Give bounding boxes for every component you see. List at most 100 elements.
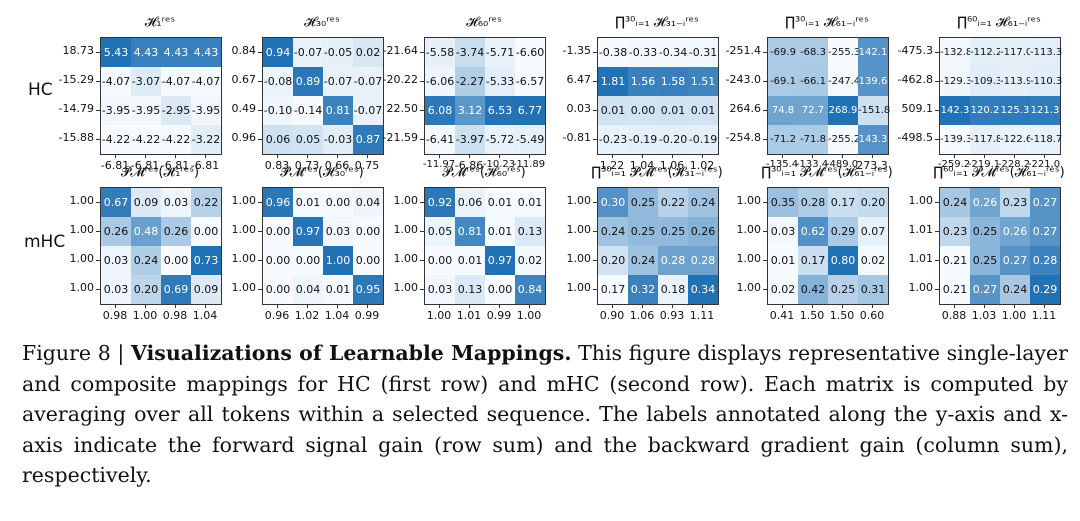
matrix-cell: 0.23 [940, 217, 970, 246]
matrix-cell: 0.25 [658, 217, 688, 246]
y-tick [763, 109, 767, 111]
y-tick [96, 288, 100, 290]
matrix-cell: 268.9 [828, 96, 858, 125]
x-tick [984, 154, 985, 158]
matrix-cell: -71.8 [798, 125, 828, 154]
y-tick [420, 201, 424, 203]
col-sum-label: 1.02 [689, 159, 715, 172]
y-tick [593, 201, 597, 203]
matrix-cell: 5.43 [101, 38, 131, 67]
matrix-cell: 0.01 [688, 96, 718, 125]
y-tick [420, 51, 424, 53]
matrix: 0.30 0.25 0.22 0.24 0.24 0.25 0.25 0.26 0.20 0.24… [597, 187, 719, 305]
matrix-cell: 0.21 [940, 246, 970, 275]
x-tick [642, 154, 643, 158]
row-sum-label: 1.00 [566, 281, 592, 294]
y-tick [258, 230, 262, 232]
matrix-cell: 0.73 [191, 246, 221, 275]
y-tick [420, 259, 424, 261]
row-sum-label: -243.0 [725, 73, 761, 86]
matrix-cell: 1.00 [323, 246, 353, 275]
matrix-cell: 0.23 [1000, 188, 1030, 217]
matrix-cell: 0.95 [353, 275, 383, 304]
matrix-cell: -71.2 [768, 125, 798, 154]
row-sum-label: -475.3 [897, 44, 933, 57]
matrix-cell: -112.2 [970, 38, 1002, 67]
col-sum-label: 1.06 [629, 309, 655, 322]
panel-title: 𝓗₃₀ʳᵉˢ [304, 15, 340, 30]
caption-title: Visualizations of Learnable Mappings. [130, 341, 572, 365]
panel-title: ∏⁶⁰ᵢ₌₁ 𝓟𝓜ʳᵉˢ(𝓗₆₁₋ᵢʳᵉˢ) [933, 165, 1065, 180]
y-tick [420, 288, 424, 290]
x-tick [499, 304, 500, 308]
matrix-cell: -2.95 [161, 96, 191, 125]
x-tick [205, 304, 206, 308]
row-sum-label: -254.8 [725, 131, 761, 144]
x-tick [702, 304, 703, 308]
matrix-cell: 0.29 [1030, 275, 1060, 304]
x-tick [175, 304, 176, 308]
matrix-cell: 4.43 [131, 38, 161, 67]
matrix-cell: -5.33 [485, 67, 515, 96]
matrix-cell: 125.3 [1000, 96, 1030, 125]
matrix-cell: -3.07 [131, 67, 161, 96]
matrix-cell: 6.08 [425, 96, 455, 125]
col-sum-label: 1.22 [599, 159, 625, 172]
matrix-cell: 0.02 [768, 275, 798, 304]
matrix-cell: 0.22 [191, 188, 221, 217]
x-tick [872, 154, 873, 158]
y-tick [763, 138, 767, 140]
row-sum-label: 1.00 [393, 252, 419, 265]
matrix-cell: -110.3 [1030, 67, 1062, 96]
matrix-cell: -113.3 [1030, 38, 1062, 67]
row-sum-label: -15.88 [58, 131, 94, 144]
y-tick [593, 288, 597, 290]
matrix-cell: 0.20 [858, 188, 888, 217]
matrix-cell: 0.26 [101, 217, 131, 246]
matrix-cell: -0.03 [323, 125, 353, 154]
matrix-cell: 0.00 [191, 217, 221, 246]
y-tick [763, 80, 767, 82]
y-tick [420, 138, 424, 140]
matrix-cell: -3.97 [455, 125, 485, 154]
matrix-cell: -68.3 [798, 38, 828, 67]
matrix-cell: 0.00 [353, 246, 383, 275]
row-sum-label: 1.00 [393, 281, 419, 294]
col-sum-label: 1.00 [516, 309, 542, 322]
matrix-cell: 6.53 [485, 96, 515, 125]
matrix-cell: 0.17 [828, 188, 858, 217]
matrix-cell: 0.25 [628, 188, 658, 217]
col-sum-label: 0.88 [941, 309, 967, 322]
matrix-cell: -0.19 [688, 125, 718, 154]
matrix-cell: -0.38 [598, 38, 628, 67]
matrix-cell: 0.01 [768, 246, 798, 275]
col-sum-label: 1.04 [324, 309, 350, 322]
y-tick [96, 230, 100, 232]
row-sum-label: -15.29 [58, 73, 94, 86]
col-sum-label: 1.04 [192, 309, 218, 322]
matrix-cell: 0.00 [323, 188, 353, 217]
matrix: 0.96 0.01 0.00 0.04 0.00 0.97 0.03 0.00 0.00 0.00… [262, 187, 384, 305]
y-tick [420, 230, 424, 232]
col-sum-label: 1.50 [829, 309, 855, 322]
row-sum-label: 1.01 [908, 223, 934, 236]
matrix-cell: 0.48 [131, 217, 161, 246]
col-sum-label: 1.00 [132, 309, 158, 322]
matrix-cell: 0.13 [455, 275, 485, 304]
x-tick [1014, 304, 1015, 308]
matrix-cell: 0.28 [1030, 246, 1060, 275]
matrix: -69.9 -68.3 -255.3 142.1 -69.1 -66.1 -247.4 139… [767, 37, 890, 155]
row-sum-label: 1.00 [69, 223, 95, 236]
y-tick [420, 80, 424, 82]
matrix-cell: 0.24 [940, 188, 970, 217]
col-sum-label: 1.00 [426, 309, 452, 322]
matrix-cell: 0.00 [485, 275, 515, 304]
row-sum-label: -21.59 [382, 131, 418, 144]
x-tick [367, 304, 368, 308]
matrix-cell: -6.41 [425, 125, 455, 154]
matrix-cell: -0.19 [628, 125, 658, 154]
y-tick [935, 288, 939, 290]
row-sum-label: 1.00 [566, 252, 592, 265]
matrix-cell: 1.81 [598, 67, 628, 96]
x-tick [439, 154, 440, 158]
